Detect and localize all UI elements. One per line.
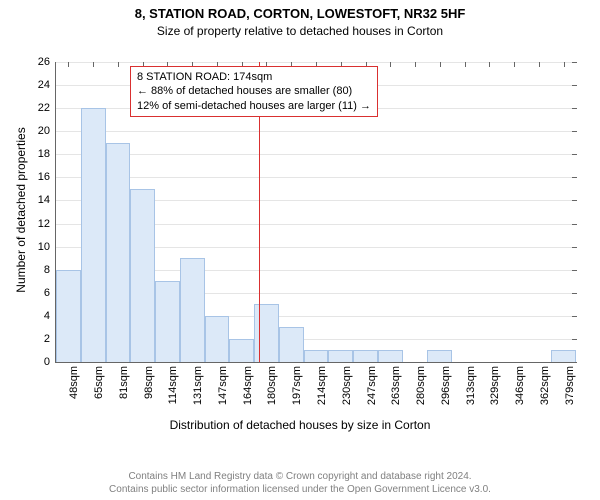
y-tick-label: 24 — [38, 79, 56, 91]
x-tick-label: 114sqm — [167, 366, 179, 416]
y-tick-label: 14 — [38, 194, 56, 206]
x-tick-label: 329sqm — [489, 366, 501, 416]
x-tick-label: 65sqm — [93, 366, 105, 416]
histogram-bar — [130, 189, 155, 362]
x-tick-label: 147sqm — [217, 366, 229, 416]
footer-line: Contains public sector information licen… — [0, 484, 600, 497]
y-tick-label: 2 — [44, 333, 56, 345]
x-tick-label: 48sqm — [68, 366, 80, 416]
x-tick-label: 379sqm — [564, 366, 576, 416]
y-tick-label: 18 — [38, 148, 56, 160]
x-axis-label: Distribution of detached houses by size … — [0, 418, 600, 432]
x-tick-label: 280sqm — [415, 366, 427, 416]
chart-container: 8, STATION ROAD, CORTON, LOWESTOFT, NR32… — [0, 0, 600, 500]
y-tick-label: 26 — [38, 56, 56, 68]
histogram-bar — [551, 350, 576, 362]
histogram-bar — [180, 258, 205, 362]
annotation-line: ← 88% of detached houses are smaller (80… — [137, 84, 371, 98]
annotation-box: 8 STATION ROAD: 174sqm ← 88% of detached… — [130, 66, 378, 117]
histogram-bar — [378, 350, 403, 362]
histogram-bar — [304, 350, 329, 362]
histogram-bar — [353, 350, 378, 362]
y-tick-label: 0 — [44, 356, 56, 368]
histogram-bar — [106, 143, 131, 362]
y-tick-label: 6 — [44, 287, 56, 299]
histogram-bar — [81, 108, 106, 362]
histogram-bar — [229, 339, 254, 362]
chart-subtitle: Size of property relative to detached ho… — [0, 24, 600, 38]
x-tick-label: 81sqm — [118, 366, 130, 416]
x-tick-label: 362sqm — [539, 366, 551, 416]
histogram-bar — [279, 327, 304, 362]
histogram-bar — [205, 316, 230, 362]
y-tick-label: 10 — [38, 241, 56, 253]
histogram-bar — [155, 281, 180, 362]
y-tick-label: 20 — [38, 125, 56, 137]
x-tick-label: 180sqm — [266, 366, 278, 416]
footer-text: Contains HM Land Registry data © Crown c… — [0, 471, 600, 496]
x-tick-label: 346sqm — [514, 366, 526, 416]
x-tick-label: 164sqm — [242, 366, 254, 416]
footer-line: Contains HM Land Registry data © Crown c… — [0, 471, 600, 484]
y-tick-label: 12 — [38, 218, 56, 230]
x-tick-label: 230sqm — [341, 366, 353, 416]
histogram-bar — [427, 350, 452, 362]
x-tick-label: 98sqm — [143, 366, 155, 416]
x-tick-label: 214sqm — [316, 366, 328, 416]
y-tick-label: 16 — [38, 171, 56, 183]
x-tick-label: 263sqm — [390, 366, 402, 416]
x-tick-label: 247sqm — [366, 366, 378, 416]
annotation-line: 8 STATION ROAD: 174sqm — [137, 70, 371, 84]
x-tick-label: 296sqm — [440, 366, 452, 416]
x-tick-label: 197sqm — [291, 366, 303, 416]
y-tick-label: 4 — [44, 310, 56, 322]
chart-title: 8, STATION ROAD, CORTON, LOWESTOFT, NR32… — [0, 6, 600, 21]
histogram-bar — [328, 350, 353, 362]
x-tick-label: 313sqm — [465, 366, 477, 416]
histogram-bar — [254, 304, 279, 362]
histogram-bar — [56, 270, 81, 362]
y-tick-label: 8 — [44, 264, 56, 276]
y-tick-label: 22 — [38, 102, 56, 114]
annotation-line: 12% of semi-detached houses are larger (… — [137, 99, 371, 113]
y-axis-label: Number of detached properties — [14, 60, 28, 360]
x-tick-label: 131sqm — [192, 366, 204, 416]
